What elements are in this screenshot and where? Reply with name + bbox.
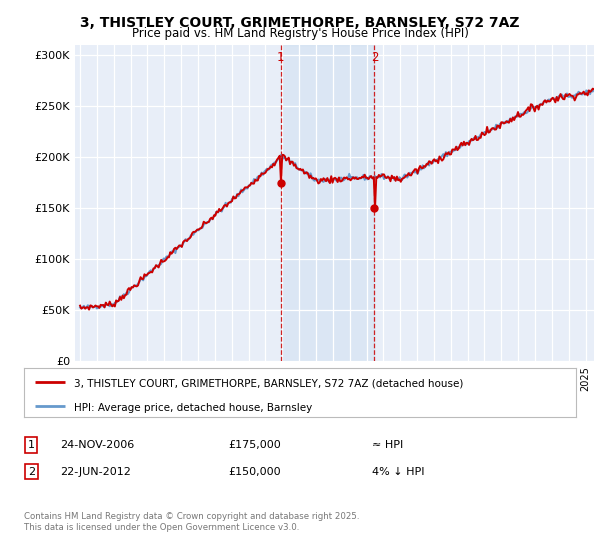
Bar <box>281 45 374 361</box>
Text: 2: 2 <box>371 51 378 64</box>
Text: £175,000: £175,000 <box>228 440 281 450</box>
Text: £150,000: £150,000 <box>228 466 281 477</box>
Text: 24-NOV-2006: 24-NOV-2006 <box>60 440 134 450</box>
Text: Price paid vs. HM Land Registry's House Price Index (HPI): Price paid vs. HM Land Registry's House … <box>131 27 469 40</box>
Text: 3, THISTLEY COURT, GRIMETHORPE, BARNSLEY, S72 7AZ: 3, THISTLEY COURT, GRIMETHORPE, BARNSLEY… <box>80 16 520 30</box>
Text: 2: 2 <box>28 466 35 477</box>
Text: 1: 1 <box>28 440 35 450</box>
Text: 1: 1 <box>277 51 284 64</box>
Text: HPI: Average price, detached house, Barnsley: HPI: Average price, detached house, Barn… <box>74 403 312 413</box>
Text: 22-JUN-2012: 22-JUN-2012 <box>60 466 131 477</box>
Text: Contains HM Land Registry data © Crown copyright and database right 2025.
This d: Contains HM Land Registry data © Crown c… <box>24 512 359 531</box>
Text: ≈ HPI: ≈ HPI <box>372 440 403 450</box>
Text: 3, THISTLEY COURT, GRIMETHORPE, BARNSLEY, S72 7AZ (detached house): 3, THISTLEY COURT, GRIMETHORPE, BARNSLEY… <box>74 379 463 389</box>
Text: 4% ↓ HPI: 4% ↓ HPI <box>372 466 425 477</box>
